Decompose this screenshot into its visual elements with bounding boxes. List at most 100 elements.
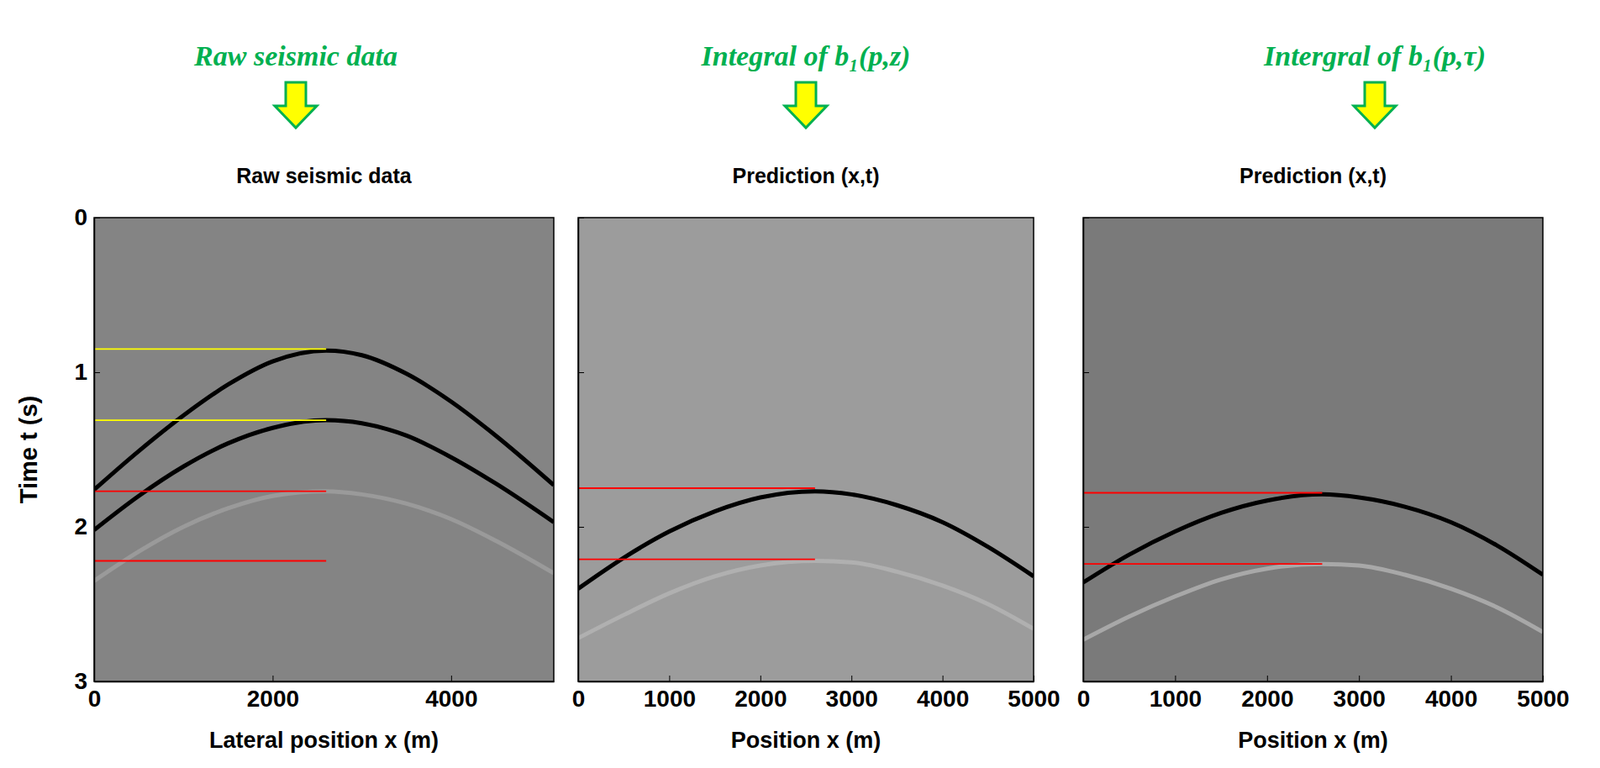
y-tick [1083, 217, 1090, 219]
x-axis: 0 1000 2000 3000 4000 5000 [1077, 675, 1570, 712]
reference-line [94, 419, 327, 422]
reference-line [94, 490, 327, 493]
x-tick-mark [668, 675, 670, 682]
plot-frame [1083, 217, 1543, 682]
x-tick-label: 1000 [643, 685, 696, 712]
x-tick-mark [1358, 675, 1360, 682]
x-tick-label: 2000 [247, 685, 300, 712]
seismic-event [94, 420, 554, 531]
y-tick-label: 2 [73, 513, 88, 540]
x-tick-label: 2000 [734, 685, 787, 712]
y-tick-mark [1083, 526, 1090, 528]
plot-frame [578, 217, 1034, 682]
x-tick-label: 1000 [1149, 685, 1202, 712]
x-tick: 2000 [734, 675, 787, 712]
y-tick: 3 [73, 668, 100, 695]
y-tick [1083, 681, 1090, 683]
seismic-event [578, 491, 1034, 590]
plot-background [578, 217, 1034, 682]
y-tick: 1 [73, 358, 100, 385]
x-tick-label: 3000 [1333, 685, 1386, 712]
x-tick-label: 4000 [916, 685, 969, 712]
x-tick-label: 0 [1077, 685, 1091, 712]
y-tick-mark [94, 526, 100, 528]
y-tick-mark [1083, 217, 1090, 219]
header-annotation: Integral of b₁(p,z) [700, 40, 911, 73]
panel-title: Prediction (x,t) [1239, 163, 1387, 188]
x-tick: 5000 [1007, 675, 1060, 712]
x-tick-label: 4000 [1425, 685, 1478, 712]
reference-line [578, 487, 816, 490]
y-tick [1083, 526, 1090, 528]
x-tick-label: 3000 [826, 685, 879, 712]
x-tick-mark [451, 675, 453, 682]
x-tick: 3000 [1333, 675, 1386, 712]
figure: Raw seismic data Raw seismic data 0 2000 400… [0, 0, 1600, 768]
y-axis-line [94, 218, 96, 683]
x-tick: 1000 [1149, 675, 1202, 712]
y-tick [578, 526, 585, 528]
x-tick: 5000 [1516, 675, 1569, 712]
x-tick-mark [851, 675, 853, 682]
seismic-event [578, 560, 1034, 638]
x-tick: 2000 [1241, 675, 1294, 712]
x-tick: 4000 [916, 675, 969, 712]
y-tick [1083, 372, 1090, 374]
y-tick-mark [94, 217, 100, 219]
y-tick [578, 217, 585, 219]
y-tick-mark [94, 372, 100, 374]
y-axis-line [1083, 218, 1085, 683]
x-tick-label: 2000 [1241, 685, 1294, 712]
panel: Intergral of b₁(p,τ) Prediction (x,t) 0 100… [1077, 40, 1570, 753]
y-axis: 0 1 2 3 [73, 204, 100, 695]
x-tick-label: 5000 [1007, 685, 1060, 712]
x-axis-title: Position x (m) [731, 727, 882, 753]
x-tick-mark [1542, 675, 1544, 682]
plot-background [1083, 217, 1543, 682]
y-tick-mark [578, 372, 585, 374]
y-tick-mark [578, 526, 585, 528]
x-axis: 0 1000 2000 3000 4000 5000 [572, 675, 1061, 712]
seismic-event [94, 491, 554, 582]
seismic-event [94, 350, 554, 490]
y-tick: 2 [73, 513, 100, 540]
y-tick [578, 681, 585, 683]
x-tick-label: 0 [572, 685, 586, 712]
x-tick-mark [942, 675, 944, 682]
y-tick-label: 1 [73, 358, 88, 385]
y-axis [578, 218, 585, 683]
marks [578, 488, 1034, 638]
x-axis: 020004000 [88, 675, 555, 712]
panel-title: Prediction (x,t) [731, 163, 879, 188]
x-tick: 4000 [425, 675, 478, 712]
header-annotation: Raw seismic data [193, 40, 398, 72]
panel-title: Raw seismic data [236, 163, 413, 188]
reference-line [94, 560, 327, 563]
plot-frame [94, 217, 554, 682]
x-tick: 3000 [826, 675, 879, 712]
x-axis-title: Lateral position x (m) [209, 727, 439, 753]
panel: Raw seismic data Raw seismic data 0 2000 400… [15, 40, 555, 753]
x-tick: 1000 [643, 675, 696, 712]
y-tick-mark [1083, 372, 1090, 374]
seismic-event [1083, 563, 1543, 640]
header-annotation: Intergral of b₁(p,τ) [1263, 40, 1486, 73]
x-axis-line [94, 681, 555, 684]
x-axis-line [578, 681, 1035, 684]
y-tick [578, 372, 585, 374]
x-tick: 4000 [1425, 675, 1478, 712]
panel: Integral of b₁(p,z) Prediction (x,t) 0 1000… [572, 40, 1061, 753]
reference-line [578, 558, 816, 561]
marks [94, 348, 554, 581]
x-tick: 2000 [247, 675, 300, 712]
x-tick-mark [272, 675, 274, 682]
y-axis-title: Time t (s) [15, 395, 43, 504]
y-tick-label: 3 [73, 668, 88, 695]
y-tick-mark [94, 681, 100, 683]
y-tick-mark [1083, 681, 1090, 683]
x-tick-mark [1174, 675, 1176, 682]
arrow [784, 82, 827, 128]
seismic-event [1083, 494, 1543, 583]
y-tick: 0 [73, 204, 100, 231]
x-tick-label: 4000 [425, 685, 478, 712]
